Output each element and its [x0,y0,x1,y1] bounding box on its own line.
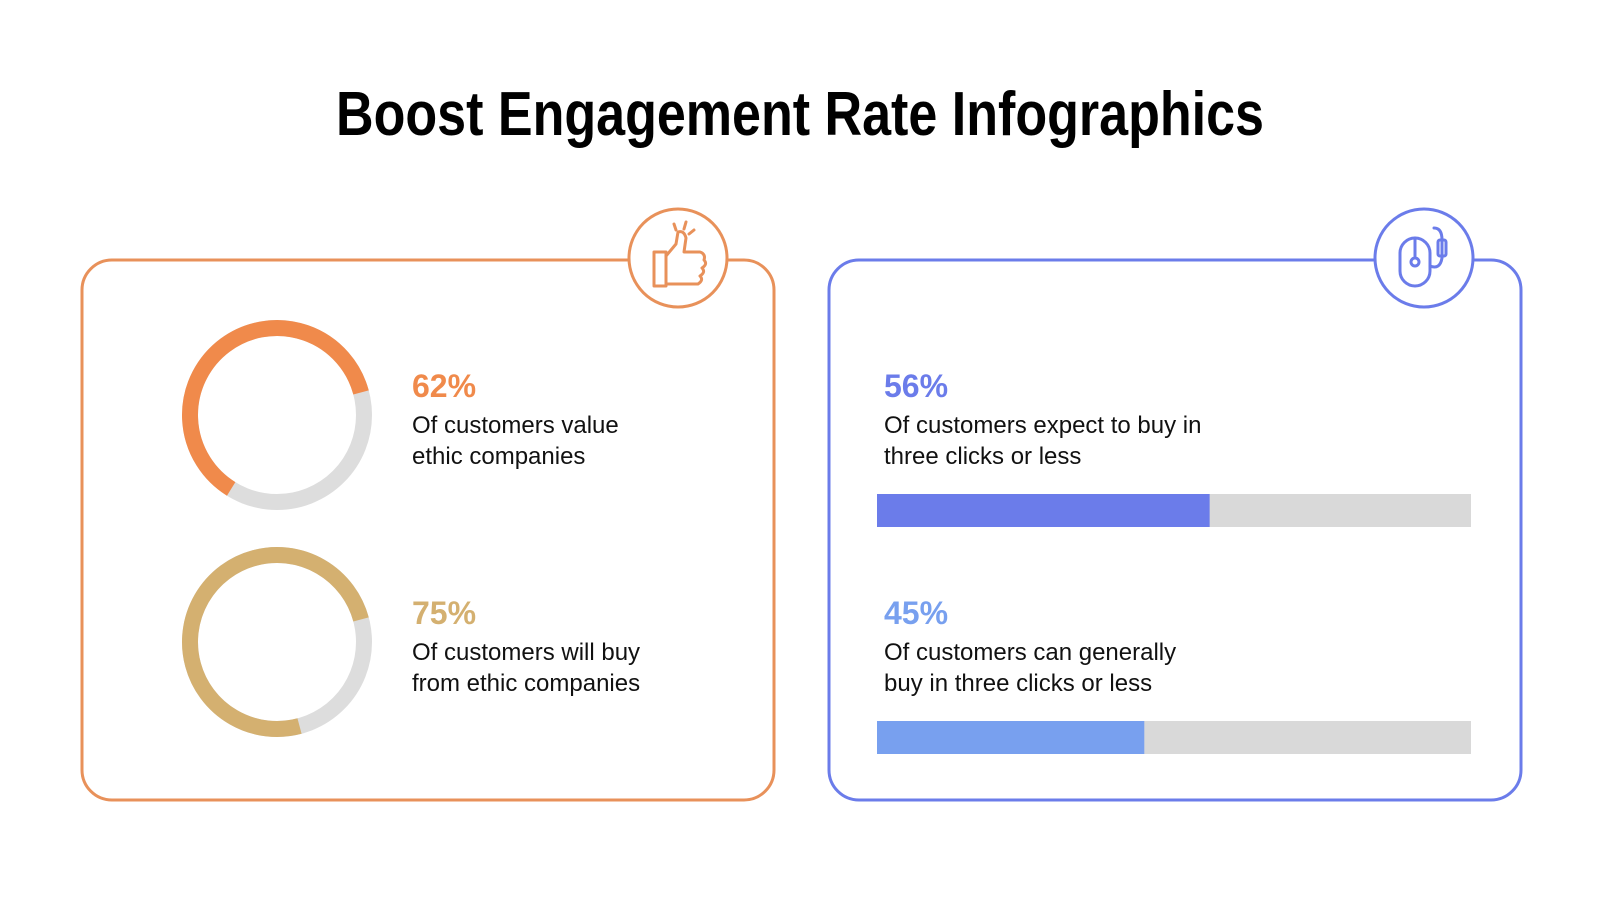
bar [877,721,1145,754]
title: Boost Engagement Rate Infographics [336,80,1264,149]
mouse-icon [1373,207,1475,309]
thumbs-up-icon [627,207,729,309]
value-label: 56% [884,368,948,404]
description: Of customers expect to buy in three click… [884,412,1201,470]
description: Of customers will buy from ethic companie… [412,639,640,697]
value-label: 62% [412,368,476,404]
panel-frame [80,258,776,802]
donut-arc [182,547,369,737]
description: Of customers can generally buy in three c… [884,639,1176,697]
bar [877,494,1210,527]
donut-arc [182,320,369,496]
description: Of customers value ethic companies [412,412,619,470]
value-label: 75% [412,595,476,631]
value-label: 45% [884,595,948,631]
panel-frame [827,258,1523,802]
